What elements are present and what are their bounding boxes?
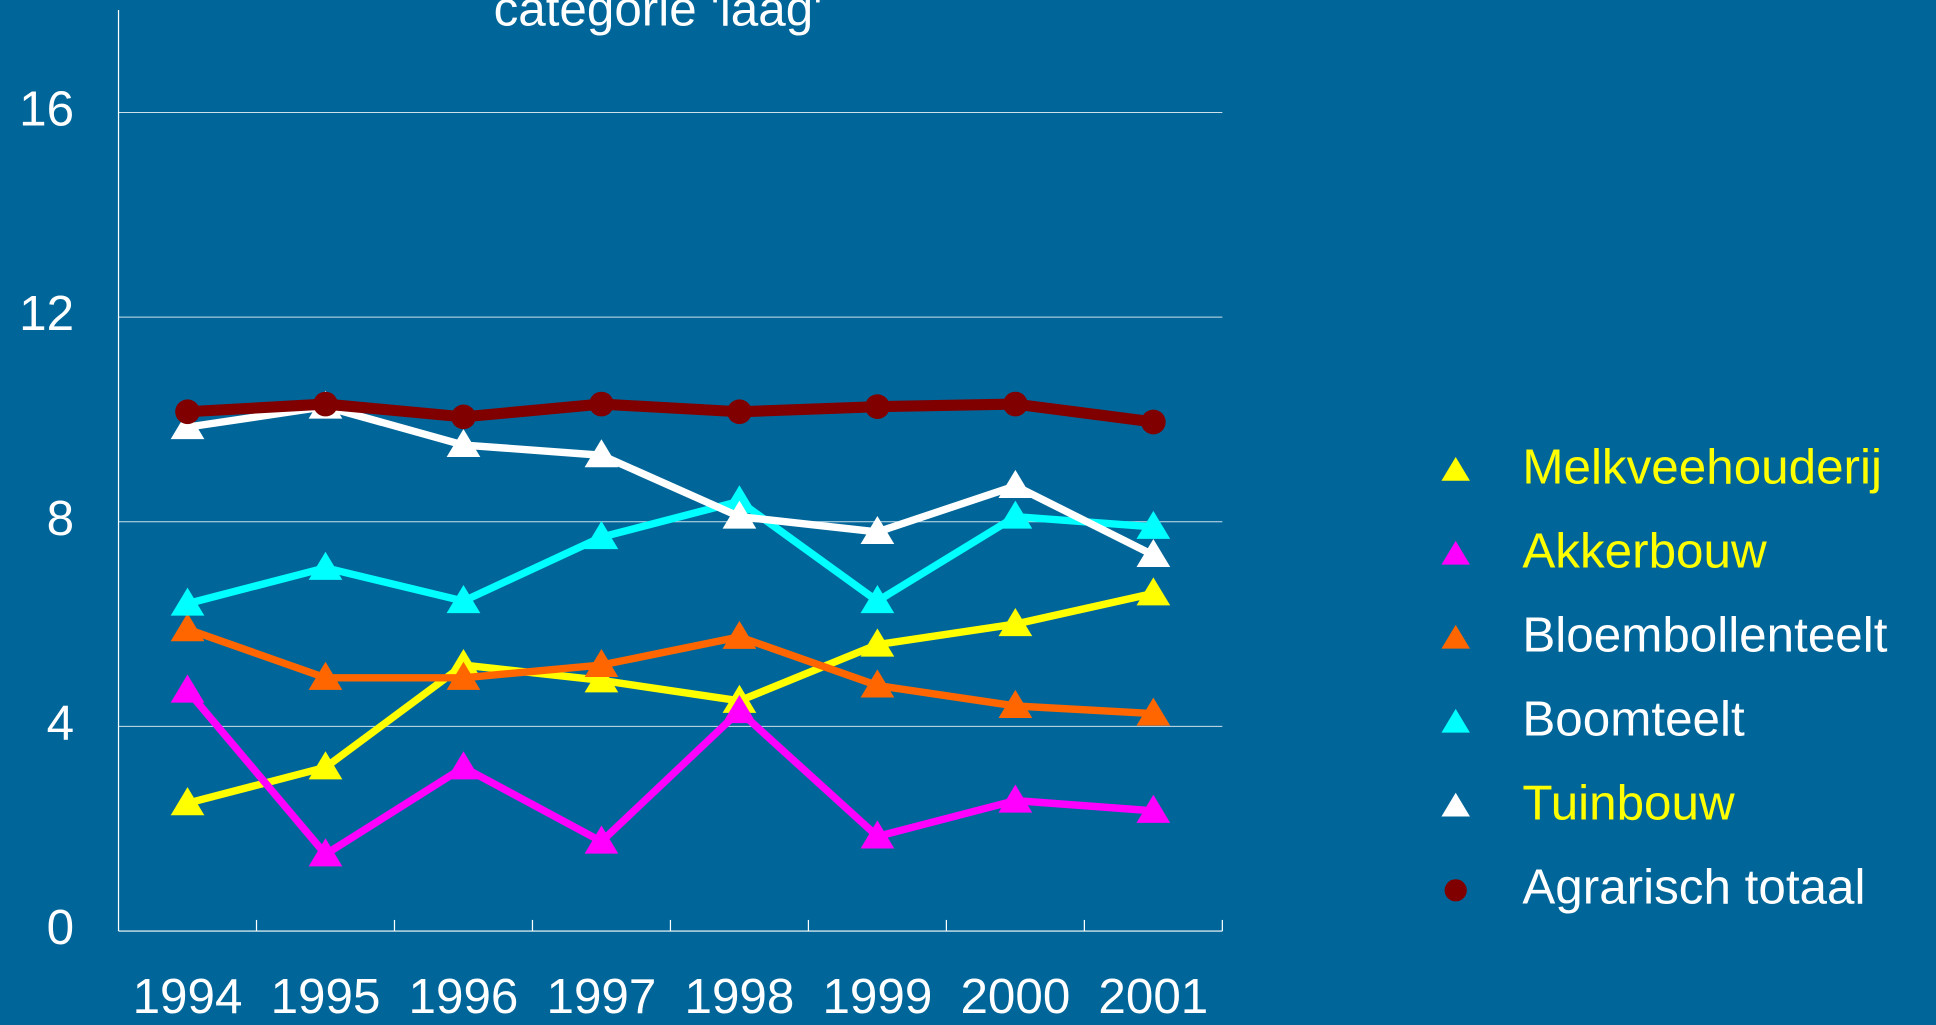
data-point: [1136, 510, 1171, 539]
legend-label: Bloembollenteelt: [1522, 607, 1887, 662]
legend-label: Boomteelt: [1522, 691, 1745, 746]
data-point: [1136, 794, 1171, 823]
y-tick-label: 8: [47, 491, 74, 546]
legend-marker: [1441, 792, 1470, 817]
y-tick-label: 0: [47, 900, 74, 955]
series-line: [186, 589, 1155, 807]
data-point: [860, 628, 895, 657]
data-point: [727, 399, 752, 425]
data-point: [998, 608, 1033, 637]
data-point: [584, 439, 619, 468]
data-point: [584, 664, 619, 693]
data-point: [998, 689, 1033, 718]
data-point: [860, 820, 895, 849]
data-point: [170, 411, 205, 440]
x-tick-label: 1995: [271, 969, 381, 1024]
data-point: [308, 751, 343, 780]
data-point: [722, 695, 757, 724]
x-tick-label: 1998: [685, 969, 795, 1024]
data-point: [722, 620, 757, 649]
series-line: [184, 688, 1154, 859]
legend-marker: [1441, 456, 1470, 481]
y-tick-label: 12: [19, 286, 74, 341]
data-point: [308, 838, 343, 867]
data-point: [998, 500, 1033, 529]
data-point: [584, 521, 619, 550]
legend-marker: [1444, 879, 1467, 902]
legend-label: Tuinbouw: [1522, 775, 1735, 830]
x-tick-label: 1994: [133, 969, 243, 1024]
data-point: [589, 391, 614, 417]
data-point: [860, 669, 895, 698]
x-tick-label: 1996: [409, 969, 519, 1024]
data-point: [446, 661, 481, 690]
data-point: [998, 784, 1033, 813]
data-point: [313, 391, 338, 417]
y-tick-label: 16: [19, 82, 74, 137]
data-point: [584, 648, 619, 678]
series-line: [186, 625, 1154, 718]
data-point: [170, 787, 205, 816]
data-point: [175, 399, 200, 425]
data-point: [998, 469, 1033, 498]
data-point: [722, 500, 757, 529]
data-point: [1141, 409, 1166, 435]
legend-marker: [1441, 540, 1470, 565]
data-point: [170, 613, 205, 642]
data-point: [446, 428, 481, 458]
data-point: [722, 485, 757, 514]
data-point: [308, 661, 343, 690]
x-tick-label: 1999: [822, 969, 932, 1024]
data-point: [446, 751, 481, 780]
data-point: [584, 825, 619, 854]
data-point: [1136, 697, 1171, 726]
x-tick-label: 1997: [547, 969, 657, 1024]
legend-label: Agrarisch totaal: [1522, 859, 1865, 914]
data-point: [865, 394, 890, 419]
data-point: [308, 551, 343, 580]
legend-label: Akkerbouw: [1522, 524, 1767, 579]
data-point: [860, 585, 895, 614]
legend-marker: [1441, 708, 1470, 733]
series-line: [186, 497, 1154, 608]
data-point: [170, 587, 205, 616]
y-tick-label: 4: [47, 695, 74, 750]
data-point: [1003, 391, 1028, 417]
legend-marker: [1441, 624, 1470, 649]
data-point: [1136, 577, 1171, 606]
data-point: [451, 404, 476, 430]
data-point: [1136, 538, 1171, 568]
chart-title: categorie 'laag': [494, 0, 823, 36]
data-point: [170, 674, 205, 703]
series-line: [186, 402, 1156, 559]
series-line: [187, 398, 1155, 428]
data-point: [860, 515, 895, 545]
legend-label: Melkveehouderij: [1522, 440, 1882, 495]
x-tick-label: 2000: [960, 969, 1070, 1024]
data-point: [446, 585, 481, 614]
x-tick-label: 2001: [1098, 969, 1208, 1024]
